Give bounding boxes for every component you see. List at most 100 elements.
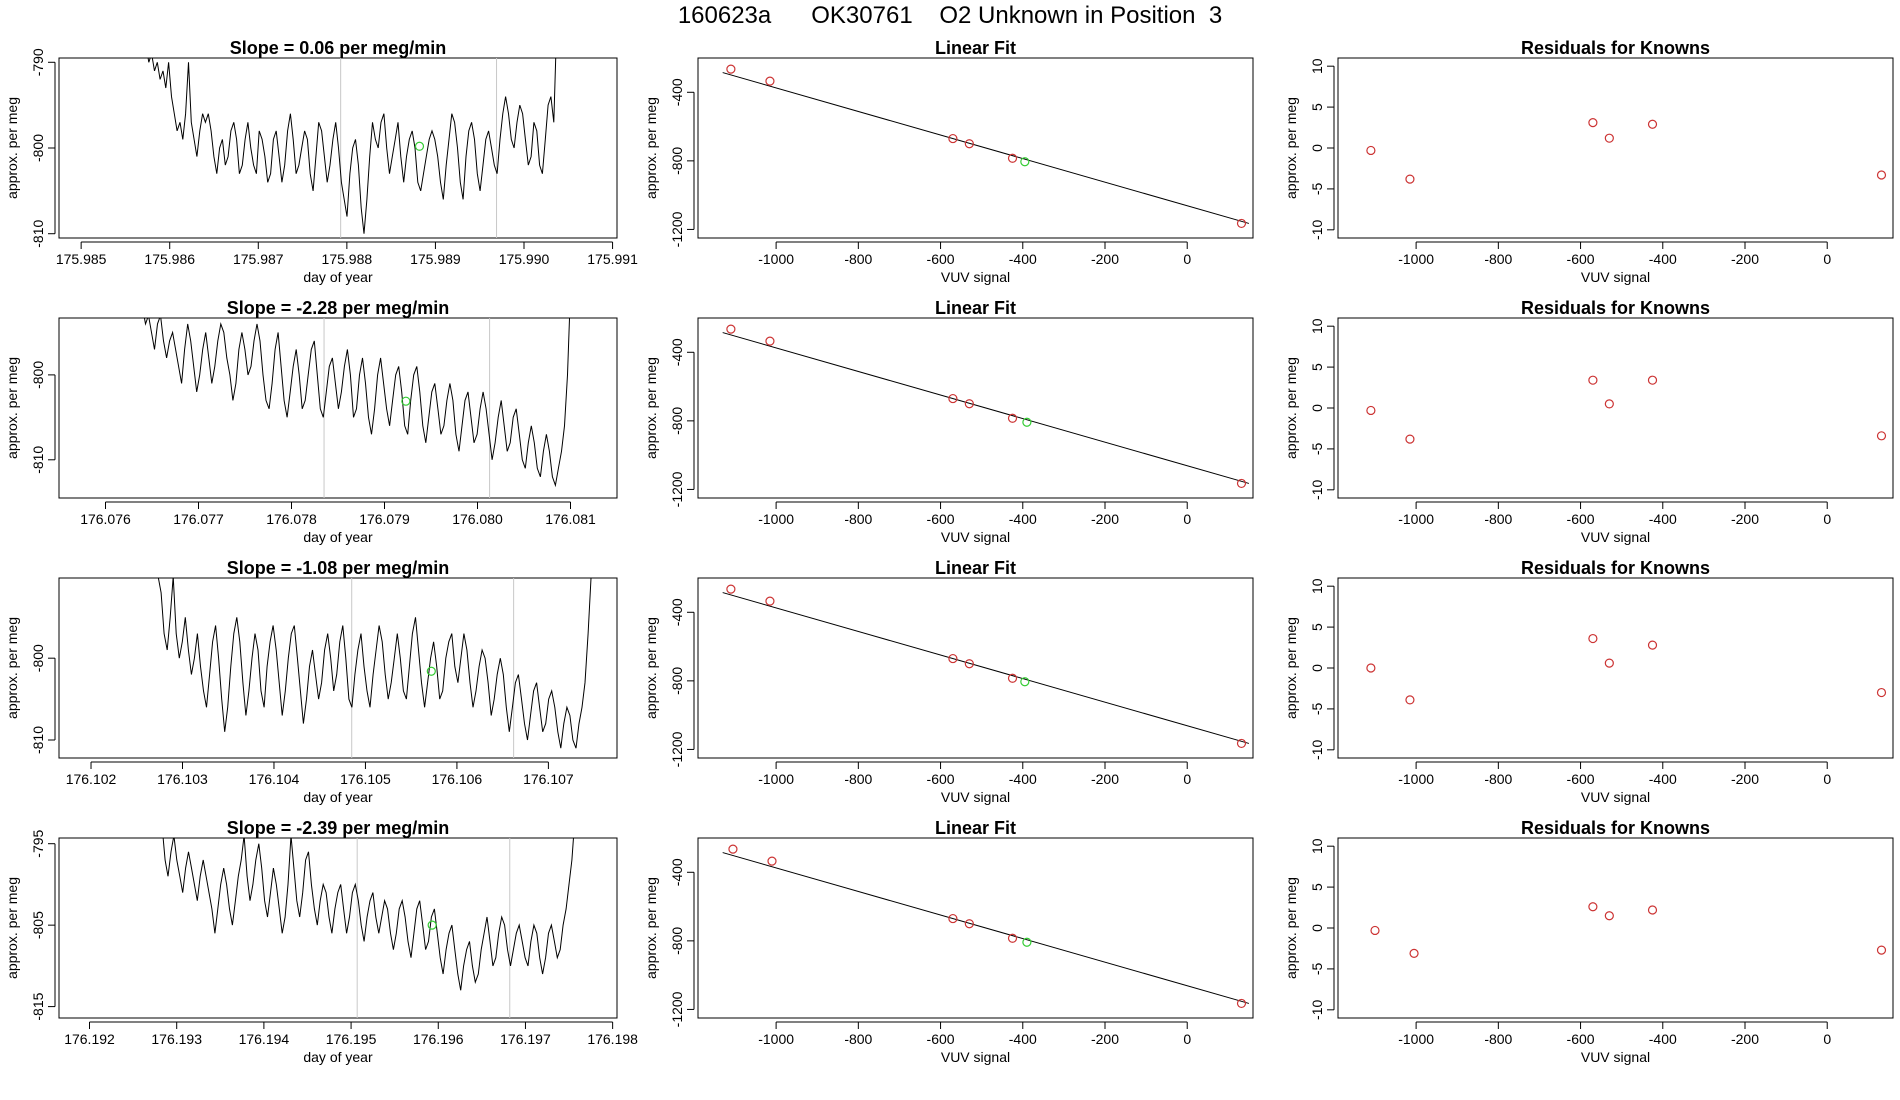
plot-frame xyxy=(58,57,618,239)
panel-title: Linear Fit xyxy=(935,38,1016,58)
x-tick-label: -1000 xyxy=(758,251,794,267)
residual-point xyxy=(1588,375,1598,385)
plot-data xyxy=(722,844,1250,1009)
residual-point xyxy=(1405,695,1415,705)
y-tick-label: -800 xyxy=(30,644,46,672)
fit-line xyxy=(722,592,1250,744)
residual-point xyxy=(1405,174,1415,184)
y-tick-label: -5 xyxy=(1309,182,1325,195)
y-axis-label: approx. per meg xyxy=(4,357,20,459)
y-axis-label: approx. per meg xyxy=(1283,97,1299,199)
x-axis-label: VUV signal xyxy=(1581,269,1650,285)
known-point xyxy=(1007,673,1018,683)
x-tick-label: 0 xyxy=(1183,511,1191,527)
y-axis-label: approx. per meg xyxy=(4,617,20,719)
x-tick-label: -200 xyxy=(1091,1031,1119,1047)
x-tick-label: -1000 xyxy=(758,511,794,527)
y-axis-label: approx. per meg xyxy=(643,877,659,979)
residual-point xyxy=(1588,902,1598,912)
x-tick-label: -600 xyxy=(1567,511,1595,527)
x-tick-label: 0 xyxy=(1823,511,1831,527)
unknown-point xyxy=(1022,417,1032,427)
x-tick-label: 176.192 xyxy=(64,1031,115,1047)
x-tick-label: -600 xyxy=(927,1031,955,1047)
known-point xyxy=(1236,218,1247,229)
panel-title: Residuals for Knowns xyxy=(1521,818,1710,838)
known-point xyxy=(1236,998,1247,1009)
x-tick-label: 175.988 xyxy=(322,251,373,267)
known-point xyxy=(948,393,958,404)
residual-point xyxy=(1876,687,1887,698)
known-point xyxy=(964,399,974,409)
y-axis-label: approx. per meg xyxy=(643,617,659,719)
time-series-panel-1: 175.985 175.986 175.987 175.988 175.989 175.9… xyxy=(4,38,638,285)
series-line xyxy=(147,58,557,234)
x-tick-label: 176.105 xyxy=(340,771,391,787)
y-tick-label: -800 xyxy=(669,147,685,175)
panel-title: Residuals for Knowns xyxy=(1521,38,1710,58)
x-tick-label: -800 xyxy=(844,511,872,527)
residuals-panel-3: -1000 -800 -600 -400 -200 0 -10 -5 0 5 10 Residuals… xyxy=(1283,558,1894,805)
x-axis-label: day of year xyxy=(303,269,373,285)
x-tick-label: 175.987 xyxy=(233,251,284,267)
residual-point xyxy=(1647,375,1658,385)
known-point xyxy=(765,76,775,86)
y-tick-label: -810 xyxy=(30,726,46,754)
y-tick-label: -10 xyxy=(1309,999,1325,1019)
y-tick-label: -815 xyxy=(30,992,46,1020)
linear-fit-panel-4: -1000 -800 -600 -400 -200 0 -400 -800 -1200 Linea… xyxy=(643,818,1254,1065)
linear-fit-panel-3: -1000 -800 -600 -400 -200 0 -400 -800 -1200 Linea… xyxy=(643,558,1254,805)
y-tick-label: -1200 xyxy=(669,211,685,247)
residual-point xyxy=(1366,663,1376,673)
x-tick-label: -400 xyxy=(1009,251,1037,267)
x-tick-label: 176.198 xyxy=(587,1031,638,1047)
series-line xyxy=(157,578,592,749)
plot-frame xyxy=(1337,837,1894,1019)
residual-point xyxy=(1647,640,1658,650)
x-tick-label: -800 xyxy=(844,771,872,787)
x-tick-label: 175.985 xyxy=(56,251,107,267)
residual-point xyxy=(1604,133,1614,143)
unknown-point xyxy=(414,141,425,151)
y-tick-label: 5 xyxy=(1309,623,1325,631)
y-tick-label: 0 xyxy=(1309,144,1325,152)
y-tick-label: -400 xyxy=(669,78,685,106)
x-axis-label: day of year xyxy=(303,789,373,805)
x-tick-label: -200 xyxy=(1731,251,1759,267)
plot-frame xyxy=(697,837,1254,1019)
known-point xyxy=(948,653,958,664)
x-tick-label: -400 xyxy=(1009,771,1037,787)
plot-frame xyxy=(697,57,1254,239)
x-axis-label: day of year xyxy=(303,1049,373,1065)
x-tick-label: 176.102 xyxy=(66,771,117,787)
unknown-point xyxy=(426,666,436,676)
residual-point xyxy=(1876,170,1887,180)
x-axis-label: VUV signal xyxy=(1581,529,1650,545)
residual-point xyxy=(1604,911,1614,921)
residual-point xyxy=(1588,118,1598,128)
known-point xyxy=(964,659,974,669)
plot-frame xyxy=(1337,577,1894,759)
y-tick-label: 5 xyxy=(1309,103,1325,111)
plot-data xyxy=(162,838,574,1018)
known-point xyxy=(728,844,738,854)
page-title: 160623a OK30761 O2 Unknown in Position 3 xyxy=(677,2,1223,29)
x-tick-label: 176.193 xyxy=(151,1031,202,1047)
y-tick-label: 5 xyxy=(1309,883,1325,891)
plot-frame xyxy=(1337,317,1894,499)
known-point xyxy=(1007,933,1018,943)
panel-title: Linear Fit xyxy=(935,558,1016,578)
y-tick-label: -800 xyxy=(30,134,46,162)
y-tick-label: -400 xyxy=(669,858,685,886)
y-tick-label: -400 xyxy=(669,338,685,366)
y-tick-label: -5 xyxy=(1309,962,1325,975)
y-tick-label: 5 xyxy=(1309,363,1325,371)
known-point xyxy=(726,64,736,74)
y-tick-label: -10 xyxy=(1309,739,1325,759)
y-axis-label: approx. per meg xyxy=(1283,357,1299,459)
fit-line xyxy=(722,72,1250,224)
panel-title: Residuals for Knowns xyxy=(1521,298,1710,318)
x-tick-label: 176.076 xyxy=(80,511,131,527)
fit-line xyxy=(722,852,1250,1004)
x-tick-label: 176.104 xyxy=(249,771,300,787)
